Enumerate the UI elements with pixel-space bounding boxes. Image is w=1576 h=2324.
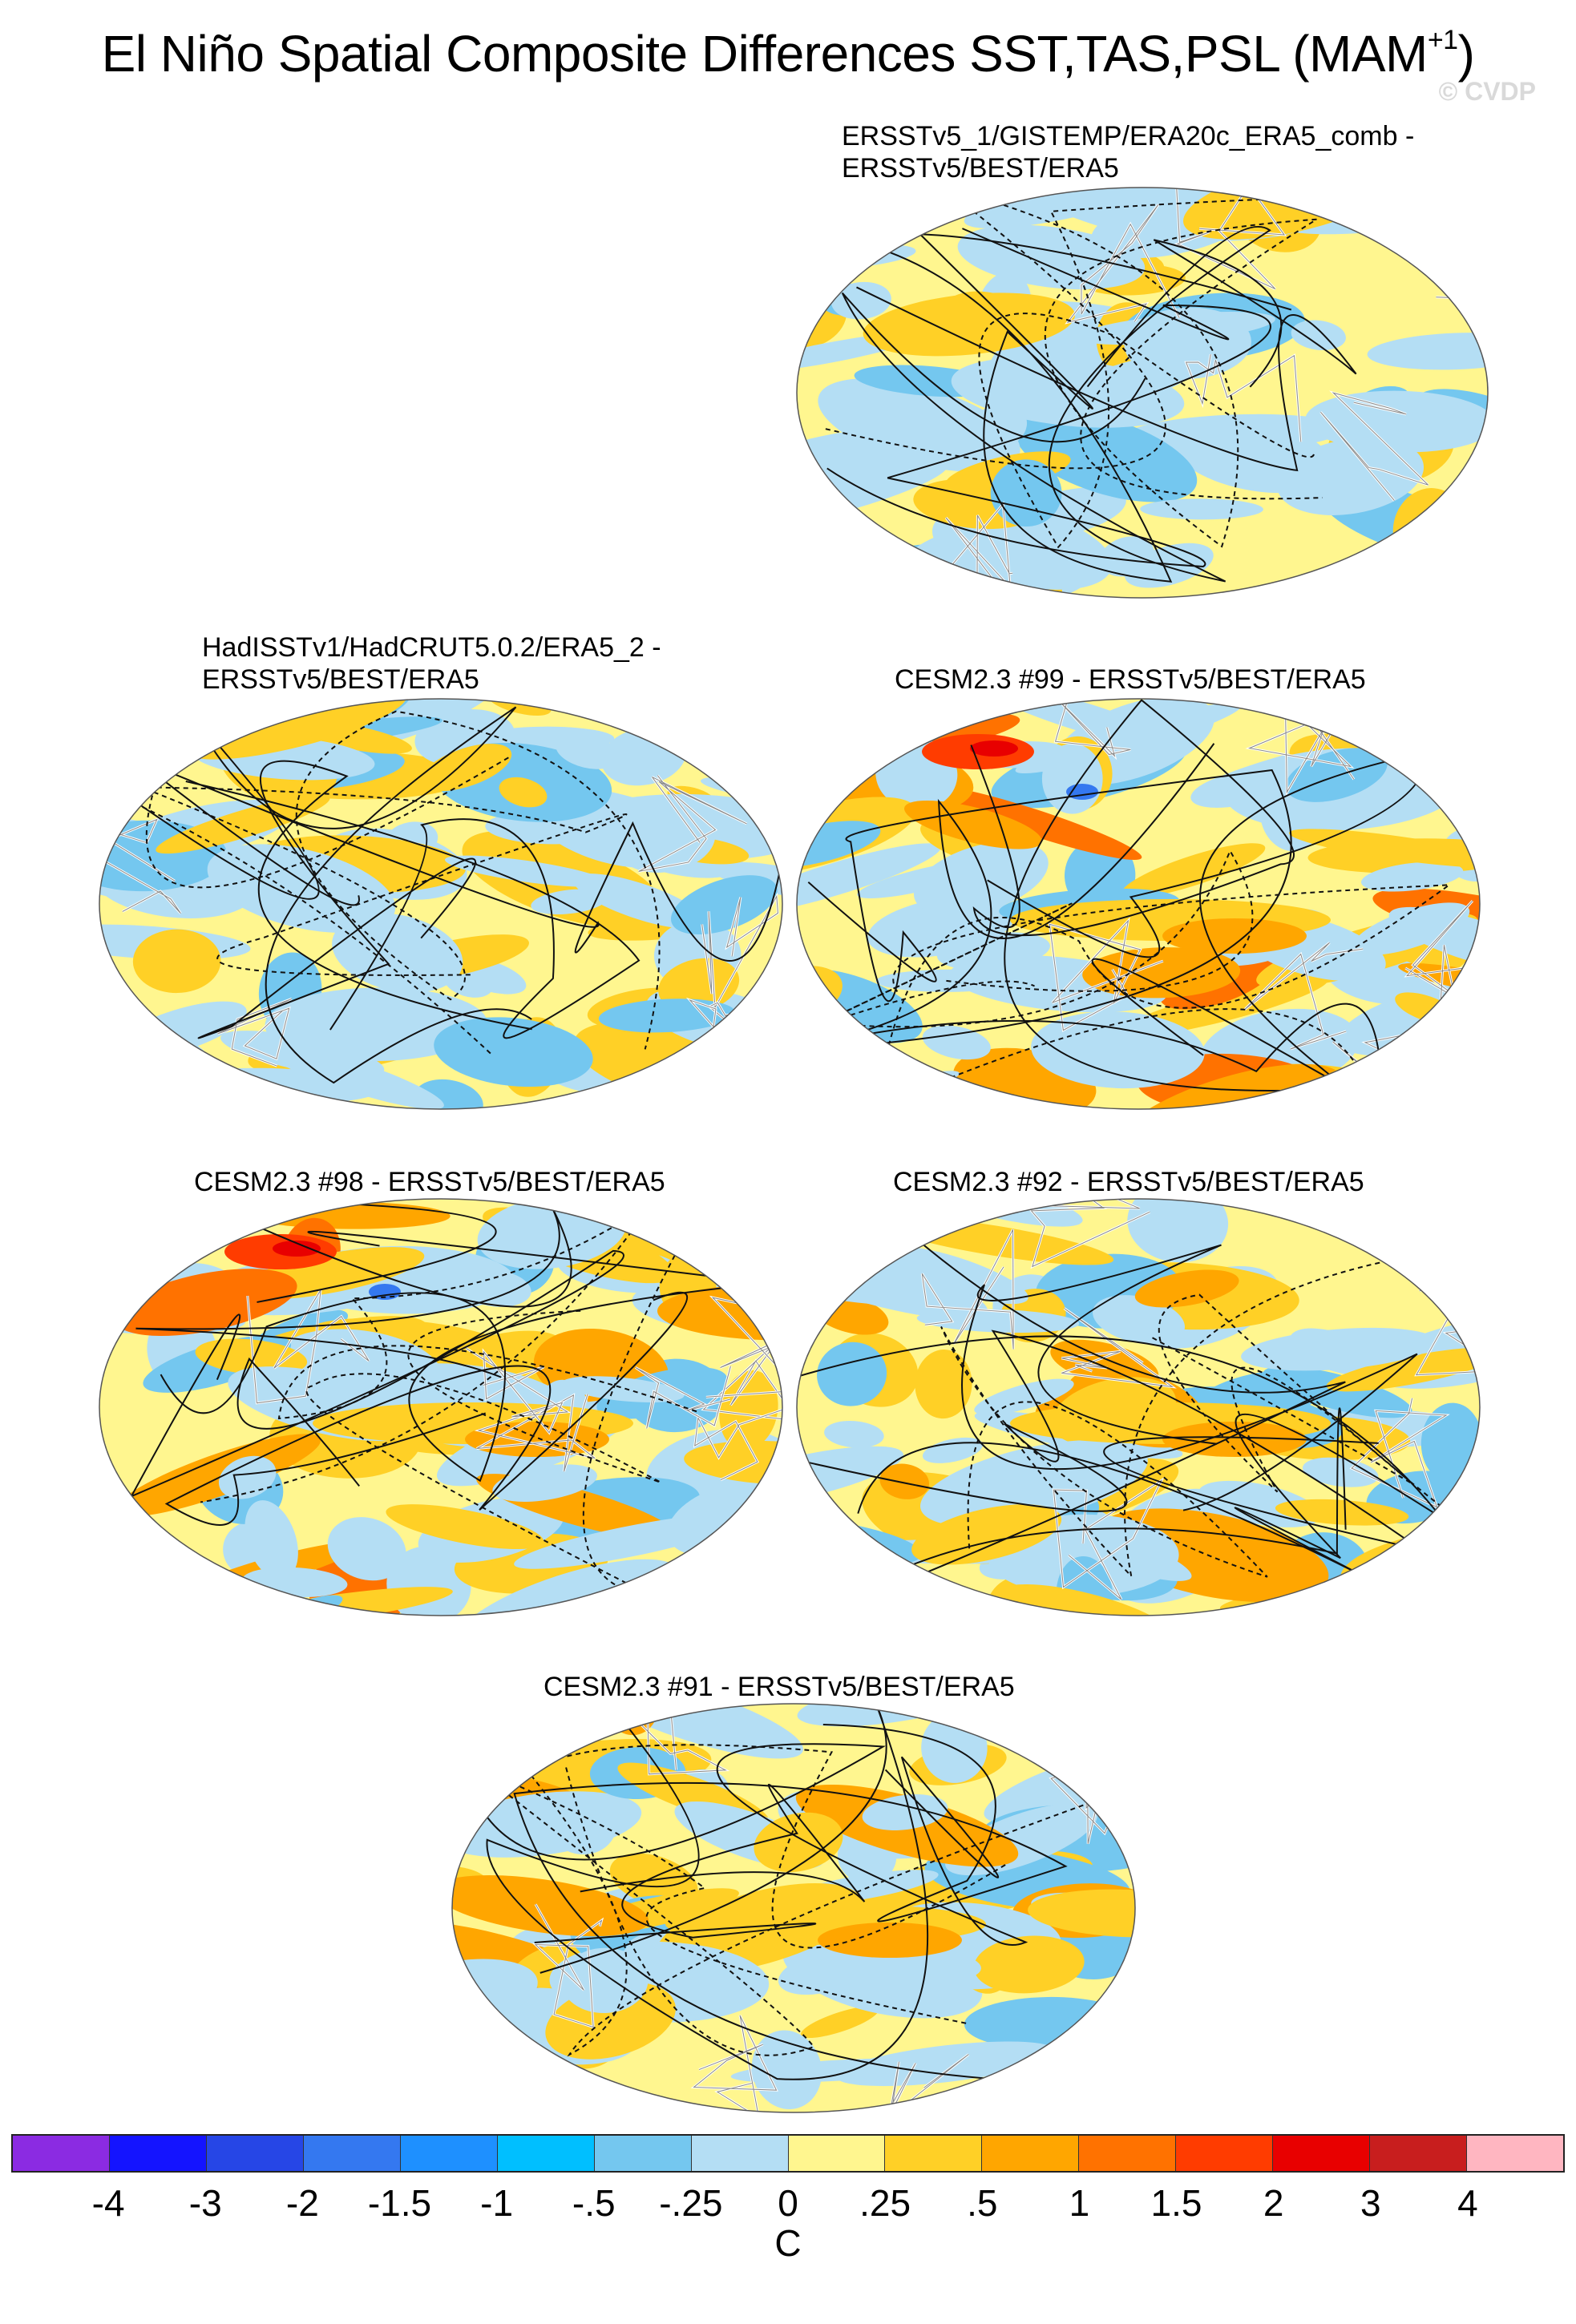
panel-1-title-line1: ERSSTv5_1/GISTEMP/ERA20c_ERA5_comb -	[842, 121, 1415, 151]
globe-outline	[99, 698, 783, 1110]
colorbar-swatch	[1273, 2136, 1371, 2171]
colorbar	[11, 2134, 1565, 2173]
main-title: El Niño Spatial Composite Differences SS…	[0, 24, 1576, 83]
cvdp-watermark: © CVDP	[1438, 77, 1536, 106]
globe-outline	[796, 698, 1481, 1110]
colorbar-swatch	[13, 2136, 110, 2171]
colorbar-unit: C	[774, 2222, 802, 2264]
colorbar-swatch	[497, 2136, 595, 2171]
colorbar-tick-label: 2	[1263, 2182, 1284, 2224]
panel-5-map	[796, 1198, 1481, 1616]
panel-2-title-line1: HadISSTv1/HadCRUT5.0.2/ERA5_2 -	[202, 632, 661, 663]
colorbar-swatch	[109, 2136, 207, 2171]
main-title-superscript: +1	[1427, 25, 1458, 55]
globe-outline	[99, 1198, 783, 1616]
globe-outline	[796, 1198, 1481, 1616]
colorbar-tick-label: -1	[480, 2182, 514, 2224]
panel-1-title-line2: ERSSTv5/BEST/ERA5	[842, 153, 1119, 184]
colorbar-tick-label: -3	[188, 2182, 222, 2224]
colorbar-swatch	[206, 2136, 304, 2171]
colorbar-swatch	[1370, 2136, 1468, 2171]
panel-4-map	[99, 1198, 783, 1616]
main-title-close: )	[1457, 25, 1475, 83]
colorbar-swatch	[594, 2136, 692, 2171]
colorbar-swatch	[1079, 2136, 1177, 2171]
colorbar-tick-label: -.5	[572, 2182, 616, 2224]
anomaly-field	[797, 699, 1480, 1109]
panel-5-title: CESM2.3 #92 - ERSSTv5/BEST/ERA5	[893, 1167, 1364, 1197]
panel-3-map	[796, 698, 1481, 1110]
colorbar-tick-label: -4	[91, 2182, 125, 2224]
colorbar-tick-label: 4	[1457, 2182, 1478, 2224]
panel-2-title-line2: ERSSTv5/BEST/ERA5	[202, 664, 479, 695]
colorbar-tick-label: .5	[967, 2182, 998, 2224]
colorbar-swatch	[788, 2136, 886, 2171]
colorbar-swatch	[982, 2136, 1080, 2171]
globe-outline	[451, 1703, 1136, 2113]
panel-4-title: CESM2.3 #98 - ERSSTv5/BEST/ERA5	[194, 1167, 665, 1197]
panel-2-map	[99, 698, 783, 1110]
colorbar-swatch	[691, 2136, 789, 2171]
colorbar-swatch	[400, 2136, 498, 2171]
globe-outline	[796, 187, 1489, 599]
colorbar-swatch	[303, 2136, 401, 2171]
colorbar-tick-label: 3	[1360, 2182, 1381, 2224]
panel-1-title: ERSSTv5_1/GISTEMP/ERA20c_ERA5_comb - ERS…	[842, 120, 1414, 184]
colorbar-swatch	[1467, 2136, 1563, 2171]
colorbar-swatch	[885, 2136, 983, 2171]
colorbar-tick-label: -2	[285, 2182, 319, 2224]
colorbar-swatch	[1176, 2136, 1274, 2171]
colorbar-tick-label: 1	[1069, 2182, 1090, 2224]
panel-6-title: CESM2.3 #91 - ERSSTv5/BEST/ERA5	[544, 1672, 1015, 1702]
panel-6-map	[451, 1703, 1136, 2113]
panel-3-title: CESM2.3 #99 - ERSSTv5/BEST/ERA5	[895, 664, 1366, 695]
colorbar-tick-label: -.25	[659, 2182, 723, 2224]
main-title-text: El Niño Spatial Composite Differences SS…	[101, 25, 1429, 83]
panel-1-map	[796, 187, 1489, 599]
colorbar-tick-label: -1.5	[367, 2182, 432, 2224]
colorbar-tick-label: .25	[859, 2182, 911, 2224]
panel-2-title: HadISSTv1/HadCRUT5.0.2/ERA5_2 - ERSSTv5/…	[202, 631, 661, 696]
colorbar-tick-label: 1.5	[1150, 2182, 1202, 2224]
colorbar-tick-label: 0	[778, 2182, 798, 2224]
